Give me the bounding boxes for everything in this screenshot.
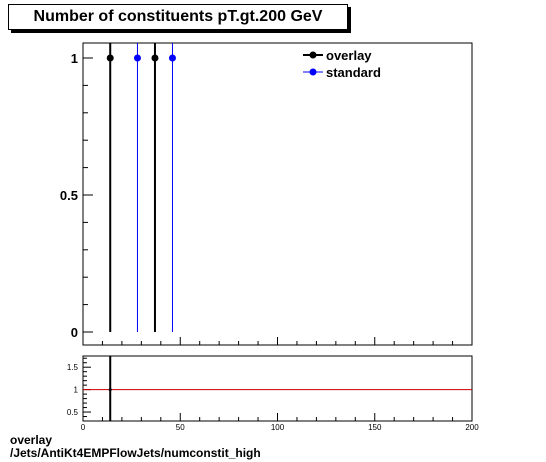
chart-title-box: Number of constituents pT.gt.200 GeV <box>8 4 348 30</box>
ratio-x-tick-label: 50 <box>176 423 185 432</box>
y-tick-label: 0.5 <box>60 188 78 203</box>
ratio-data-point <box>108 388 112 392</box>
ratio-x-tick-label: 200 <box>465 423 479 432</box>
legend-marker-standard <box>309 68 317 76</box>
ratio-y-tick-label: 1 <box>74 386 79 395</box>
ratio-plot-frame <box>82 355 473 422</box>
main-plot-frame <box>82 42 473 346</box>
overlay-data-point <box>151 54 159 62</box>
caption-line-1: overlay <box>10 433 53 447</box>
chart-title: Number of constituents pT.gt.200 GeV <box>33 8 323 25</box>
ratio-x-tick-label: 150 <box>368 423 382 432</box>
ratio-y-tick-label: 1.5 <box>67 363 79 372</box>
legend-marker-overlay <box>309 51 317 59</box>
caption-line-2: /Jets/AntiKt4EMPFlowJets/numconstit_high <box>10 446 261 460</box>
overlay-data-point <box>106 54 114 62</box>
ratio-x-tick-label: 100 <box>271 423 285 432</box>
legend-label-overlay: overlay <box>326 48 372 63</box>
legend-label-standard: standard <box>326 65 381 80</box>
standard-data-point <box>168 54 176 62</box>
ratio-x-tick-label: 0 <box>81 423 86 432</box>
y-tick-label: 0 <box>71 325 78 340</box>
ratio-y-tick-label: 0.5 <box>67 408 79 417</box>
y-tick-label: 1 <box>71 51 78 66</box>
standard-data-point <box>133 54 141 62</box>
